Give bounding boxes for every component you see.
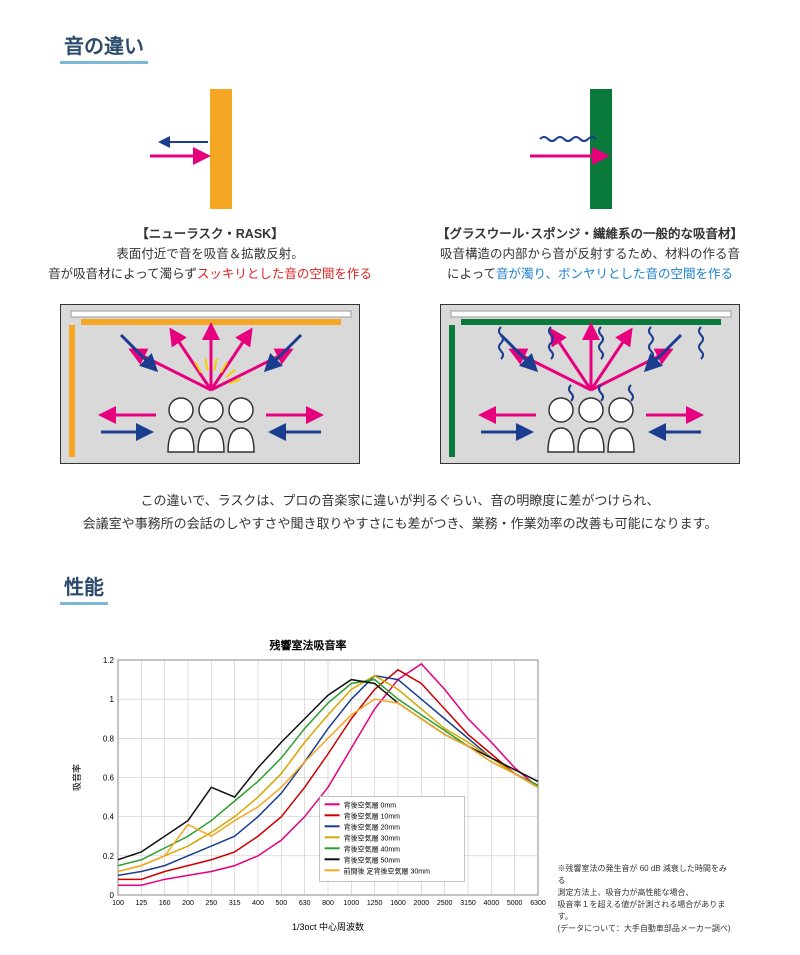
svg-text:0.2: 0.2: [102, 852, 114, 861]
right-panel-block: 【グラスウール･スポンジ・繊維系の一般的な吸音材】 吸音構造の内部から音が反射す…: [410, 84, 770, 284]
svg-text:背後空気層 20mm: 背後空気層 20mm: [343, 822, 400, 831]
chart-wrap: 残響室法吸音率 0 0.2 0.4 0.6 0.8 1 1.2 100 125 160 200 250 3…: [30, 635, 770, 935]
svg-text:160: 160: [158, 900, 170, 907]
svg-text:背後空気層 0mm: 背後空気層 0mm: [343, 800, 396, 809]
svg-text:2500: 2500: [436, 900, 452, 907]
svg-text:0.4: 0.4: [102, 812, 114, 821]
svg-text:0: 0: [109, 891, 114, 900]
svg-text:100: 100: [112, 900, 124, 907]
section-title-performance: 性能: [60, 571, 108, 605]
room-left-col: [30, 304, 390, 464]
svg-text:背後空気層 40mm: 背後空気層 40mm: [343, 844, 400, 853]
svg-text:315: 315: [228, 900, 240, 907]
chart-note-line: (データについて：大手自動車部品メーカー調べ): [558, 923, 733, 935]
svg-text:3150: 3150: [460, 900, 476, 907]
svg-text:吸音率: 吸音率: [71, 764, 82, 791]
svg-text:前間後 定背後空気層 30mm: 前間後 定背後空気層 30mm: [343, 866, 430, 875]
svg-text:1600: 1600: [390, 900, 406, 907]
panel-left-svg: [120, 84, 300, 214]
chart-note-line: 吸音率１を超える値が計測される場合があります。: [558, 899, 733, 923]
svg-text:500: 500: [275, 900, 287, 907]
right-name: 【グラスウール･スポンジ・繊維系の一般的な吸音材】: [437, 227, 743, 241]
svg-text:5000: 5000: [506, 900, 522, 907]
right-desc2b: 音が濁り、ボンヤリとした音の空間を作る: [496, 267, 733, 281]
left-name: 【ニューラスク・RASK】: [136, 227, 283, 241]
svg-text:1.2: 1.2: [102, 656, 114, 665]
svg-text:6300: 6300: [530, 900, 546, 907]
room-right-col: [410, 304, 770, 464]
summary-line2: 会議室や事務所の会話のしやすさや聞き取りやすさにも差がつき、業務・作業効率の改善…: [40, 512, 760, 535]
panel-comparison-row: 【ニューラスク・RASK】 表面付近で音を吸音＆拡散反射。 音が吸音材によって濁…: [30, 84, 770, 284]
svg-text:背後空気層 30mm: 背後空気層 30mm: [343, 833, 400, 842]
chart-note-line: 測定方法上、吸音力が高性能な場合、: [558, 887, 733, 899]
svg-text:0.8: 0.8: [102, 734, 114, 743]
room-comparison-row: [30, 304, 770, 464]
absorption-chart: 残響室法吸音率 0 0.2 0.4 0.6 0.8 1 1.2 100 125 160 200 250 3…: [68, 635, 548, 935]
room-left-svg: [60, 304, 360, 464]
chart-note-line: ※残響室法の発生音が 60 dB 減衰した時間をみる: [558, 863, 733, 887]
summary-text: この違いで、ラスクは、プロの音楽家に違いが判るぐらい、音の明瞭度に差がつけられ、…: [40, 489, 760, 536]
left-desc: 表面付近で音を吸音＆拡散反射。: [30, 244, 390, 264]
room-right-svg: [440, 304, 740, 464]
left-panel-block: 【ニューラスク・RASK】 表面付近で音を吸音＆拡散反射。 音が吸音材によって濁…: [30, 84, 390, 284]
svg-text:背後空気層 50mm: 背後空気層 50mm: [343, 855, 400, 864]
chart-notes: ※残響室法の発生音が 60 dB 減衰した時間をみる測定方法上、吸音力が高性能な…: [558, 863, 733, 935]
svg-text:1250: 1250: [366, 900, 382, 907]
svg-text:4000: 4000: [483, 900, 499, 907]
summary-line1: この違いで、ラスクは、プロの音楽家に違いが判るぐらい、音の明瞭度に差がつけられ、: [40, 489, 760, 512]
svg-text:2000: 2000: [413, 900, 429, 907]
right-desc2a: によって: [447, 267, 496, 281]
svg-text:1000: 1000: [343, 900, 359, 907]
section-title-sound: 音の違い: [60, 30, 148, 64]
svg-text:残響室法吸音率: 残響室法吸音率: [269, 638, 346, 652]
svg-text:250: 250: [205, 900, 217, 907]
svg-text:200: 200: [182, 900, 194, 907]
svg-text:125: 125: [135, 900, 147, 907]
panel-right-svg: [500, 84, 680, 214]
svg-text:400: 400: [252, 900, 264, 907]
right-desc: 吸音構造の内部から音が反射するため、材料の作る音: [410, 244, 770, 264]
left-desc2b: スッキリとした音の空間を作る: [197, 267, 372, 281]
svg-text:1/3oct 中心周波数: 1/3oct 中心周波数: [291, 921, 363, 932]
svg-text:背後空気層 10mm: 背後空気層 10mm: [343, 811, 400, 820]
left-desc2a: 音が吸音材によって濁らず: [48, 267, 197, 281]
svg-text:1: 1: [109, 695, 114, 704]
svg-text:0.6: 0.6: [102, 773, 114, 782]
svg-text:800: 800: [322, 900, 334, 907]
svg-text:630: 630: [298, 900, 310, 907]
